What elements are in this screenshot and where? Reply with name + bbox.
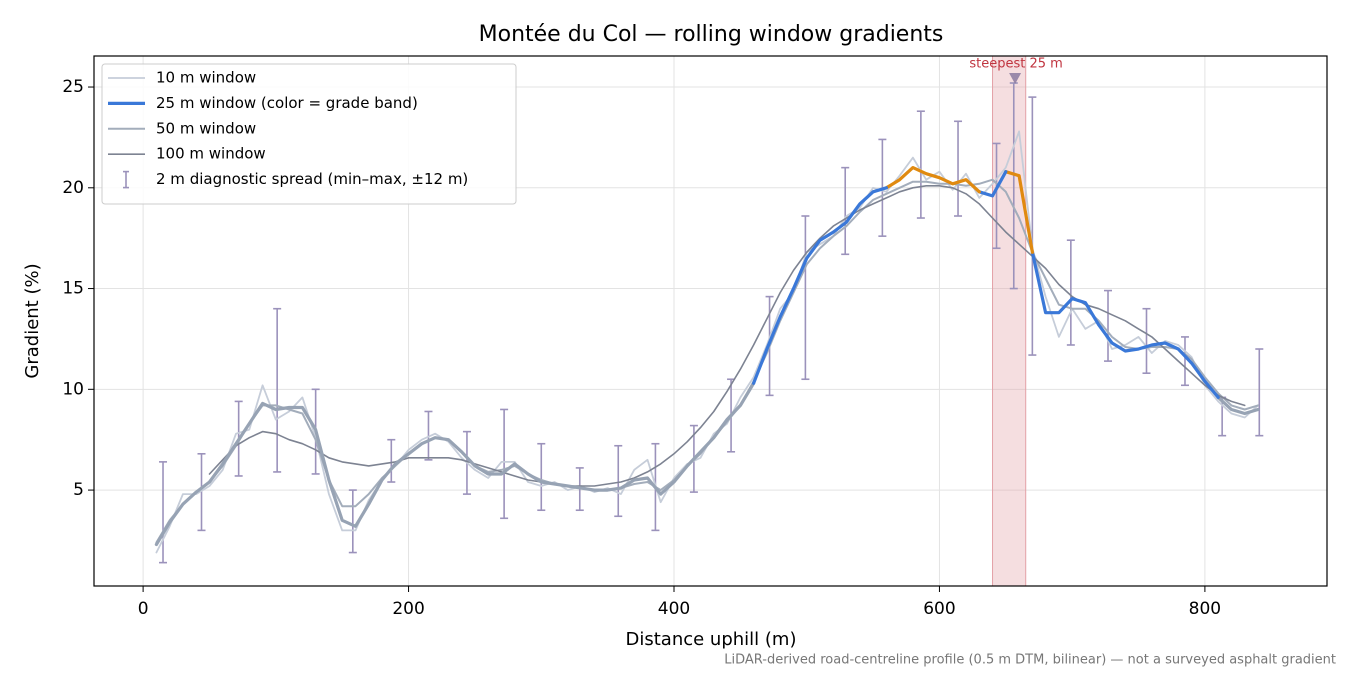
error-bar — [992, 142, 1001, 250]
series-line — [208, 185, 1246, 487]
y-tick-label: 5 — [73, 480, 84, 500]
series-line — [1004, 170, 1034, 254]
plot-area: 0 200 400 600 800 5 10 15 20 25 steepest 25 m 10 m … — [62, 55, 1328, 619]
y-tick-label: 15 — [62, 279, 84, 299]
error-bar — [1104, 289, 1113, 362]
error-bar — [1066, 239, 1075, 346]
error-bar — [954, 120, 963, 217]
error-bar — [1142, 307, 1151, 374]
x-tick-label: 200 — [392, 599, 424, 619]
legend-label: 50 m window — [156, 119, 256, 137]
error-bar — [500, 408, 509, 520]
error-bar — [841, 166, 850, 256]
series-line — [884, 166, 981, 194]
legend-label: 25 m window (color = grade band) — [156, 94, 418, 112]
error-bar — [1255, 348, 1264, 437]
legend-box — [101, 63, 517, 205]
x-tick-label: 400 — [658, 599, 690, 619]
x-tick-label: 600 — [923, 599, 955, 619]
error-bar — [1180, 336, 1189, 387]
error-bar — [197, 453, 206, 532]
error-bar — [348, 489, 357, 554]
highlight-label: steepest 25 m — [969, 56, 1062, 71]
chart-title: Montée du Col — rolling window gradients — [479, 22, 944, 47]
error-bar — [537, 442, 546, 512]
y-tick-label: 25 — [62, 77, 84, 97]
error-bar — [1009, 82, 1018, 290]
plot-frame — [93, 55, 1328, 587]
error-bar — [801, 215, 810, 381]
y-tick-label: 20 — [62, 178, 84, 198]
error-bar — [273, 307, 282, 473]
series-line — [154, 381, 756, 547]
footnote: LiDAR-derived road-centreline profile (0… — [724, 653, 1336, 668]
legend-label: 2 m diagnostic spread (min–max, ±12 m) — [156, 170, 468, 188]
y-tick-label: 10 — [62, 379, 84, 399]
y-axis-label: Gradient (%) — [22, 263, 43, 378]
peak-marker — [1009, 72, 1022, 84]
highlight-span — [992, 55, 1027, 587]
series-line — [752, 186, 888, 385]
error-bar — [424, 410, 433, 461]
x-axis-label: Distance uphill (m) — [626, 629, 797, 650]
error-bar — [916, 110, 925, 219]
legend-label: 10 m window — [156, 69, 256, 87]
series-line — [1030, 250, 1220, 399]
x-tick-label: 0 — [138, 599, 149, 619]
x-tick-label: 800 — [1189, 599, 1221, 619]
error-bar — [1028, 96, 1037, 356]
error-bar — [387, 438, 396, 483]
error-bar — [159, 461, 168, 564]
legend-label: 100 m window — [156, 145, 266, 163]
error-bar — [614, 444, 623, 518]
series-line — [1216, 395, 1260, 416]
series-line — [977, 170, 1008, 198]
